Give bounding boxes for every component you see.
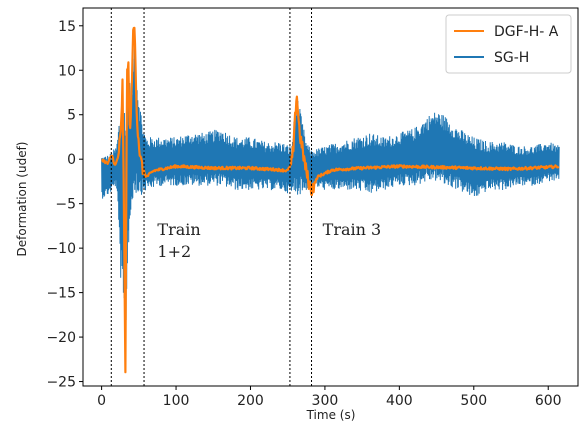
x-axis-label: Time (s) <box>306 408 356 422</box>
y-tick-label: −15 <box>46 286 76 302</box>
x-tick-label: 500 <box>460 393 487 409</box>
series-line-dgf-h-a <box>101 26 560 374</box>
series-line-sg-h <box>101 43 560 351</box>
plot-frame <box>82 7 579 387</box>
legend-label-sg: SG-H <box>494 50 529 66</box>
x-tick-label: 200 <box>237 393 264 409</box>
y-tick-label: 0 <box>67 152 76 168</box>
y-tick-label: −20 <box>46 330 76 346</box>
legend: DGF-H- A SG-H <box>445 14 572 74</box>
plot-area: Train 1+2 Train 3 <box>101 8 560 386</box>
x-tick-label: 100 <box>163 393 190 409</box>
x-tick-label: 0 <box>97 393 106 409</box>
y-tick-label: 10 <box>58 63 76 79</box>
x-tick-label: 400 <box>386 393 413 409</box>
x-tick-label: 600 <box>535 393 562 409</box>
legend-box <box>445 14 572 74</box>
y-tick-label: 15 <box>58 19 76 35</box>
annotation-train-3: Train 3 <box>323 220 382 239</box>
axis-ticks: 0 100 200 300 400 500 600 −25 −20 −15 −10 −5 0 5 10 15 <box>46 19 561 409</box>
y-tick-label: −5 <box>55 197 76 213</box>
legend-label-dgf: DGF-H- A <box>494 24 559 40</box>
y-tick-label: −10 <box>46 241 76 257</box>
annotation-train-1-2: Train 1+2 <box>157 220 200 261</box>
x-tick-label: 300 <box>312 393 339 409</box>
y-tick-label: −25 <box>46 375 76 391</box>
y-axis-label: Deformation (udef) <box>15 142 29 257</box>
y-tick-label: 5 <box>67 108 76 124</box>
